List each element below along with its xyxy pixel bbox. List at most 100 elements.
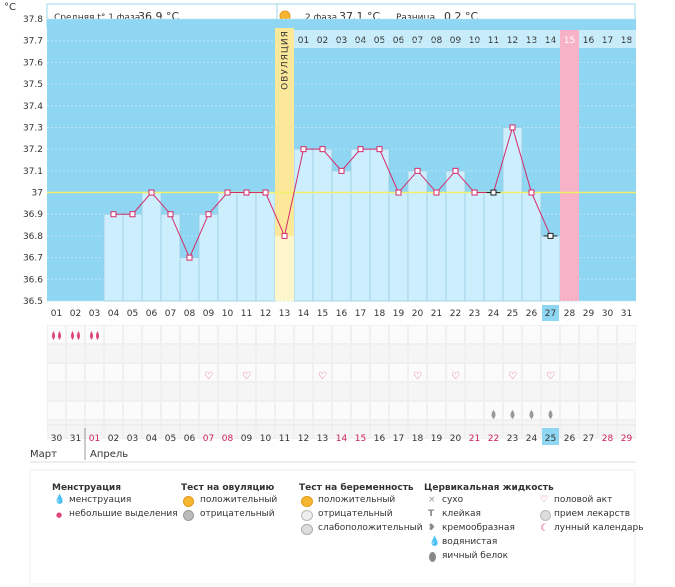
marker-grid-cell — [503, 363, 522, 382]
cycle-day-label: 20 — [412, 309, 424, 319]
marker-grid-cell — [522, 363, 541, 382]
cycle-day-label: 08 — [184, 309, 196, 319]
watery-drop-icon — [510, 410, 515, 419]
temperature-bar — [369, 148, 390, 302]
legend-fluid-dry: сухо — [442, 495, 464, 505]
date-label: 11 — [279, 434, 290, 444]
y-tick-label: 37.2 — [23, 145, 43, 155]
cycle-day-label: 21 — [431, 309, 442, 319]
marker-grid-cell — [237, 382, 256, 401]
marker-grid-cell — [370, 382, 389, 401]
month-label: Март — [30, 449, 57, 460]
temperature-point — [376, 146, 383, 153]
marker-grid-cell — [617, 325, 636, 344]
temperature-bar — [331, 170, 352, 302]
cycle-day-label: 22 — [450, 309, 461, 319]
legend-medicine: прием лекарств — [554, 509, 631, 519]
date-label: 04 — [146, 434, 158, 444]
cycle-day-label: 31 — [621, 309, 632, 319]
cycle-day-label: 14 — [298, 309, 310, 319]
marker-grid-cell — [161, 344, 180, 363]
marker-grid-cell — [161, 363, 180, 382]
marker-grid-cell — [180, 382, 199, 401]
date-label: 06 — [184, 434, 196, 444]
marker-grid-cell — [541, 363, 560, 382]
legend-ovulation-title: Тест на овуляцию — [181, 483, 275, 493]
marker-grid-cell — [237, 363, 256, 382]
cycle-day-label: 30 — [602, 309, 614, 319]
date-label: 31 — [70, 434, 81, 444]
marker-grid-cell — [598, 344, 617, 363]
temperature-bar — [160, 213, 181, 302]
heart-icon: ♡ — [540, 495, 549, 505]
marker-grid-cell — [617, 382, 636, 401]
temperature-point — [528, 189, 535, 196]
date-label: 14 — [336, 434, 348, 444]
marker-grid-cell — [579, 344, 598, 363]
marker-grid-cell — [218, 344, 237, 363]
legend-sex: половой акт — [554, 495, 613, 505]
marker-grid-cell — [123, 325, 142, 344]
marker-grid-cell — [256, 401, 275, 420]
cycle-day-label: 05 — [127, 309, 138, 319]
date-label: 18 — [412, 434, 424, 444]
legend-fluid-watery: водянистая — [442, 537, 498, 547]
marker-grid-cell — [237, 344, 256, 363]
legend-ovu-negative: отрицательный — [200, 509, 275, 519]
marker-grid-cell — [427, 401, 446, 420]
temperature-bar — [122, 213, 143, 302]
y-unit-label: °C — [4, 2, 16, 13]
marker-grid-cell — [47, 401, 66, 420]
marker-grid-cell — [66, 401, 85, 420]
luteal-day-label: 02 — [317, 36, 328, 46]
marker-grid-cell — [370, 401, 389, 420]
menstruation-drop-icon — [71, 331, 74, 340]
marker-grid-cell — [275, 344, 294, 363]
marker-grid-cell — [104, 325, 123, 344]
marker-grid-cell — [522, 382, 541, 401]
cycle-day-label: 17 — [355, 309, 366, 319]
marker-grid-cell — [313, 363, 332, 382]
menstruation-drop-icon — [90, 331, 93, 340]
marker-grid-cell — [85, 382, 104, 401]
temperature-point — [243, 189, 250, 196]
cycle-day-label: 24 — [488, 309, 500, 319]
date-label: 22 — [488, 434, 499, 444]
temperature-bar — [103, 213, 124, 302]
marker-grid-cell — [85, 344, 104, 363]
marker-grid-cell — [142, 363, 161, 382]
marker-grid-cell — [142, 382, 161, 401]
pregnancy-positive-icon — [301, 496, 313, 507]
marker-grid-cell — [617, 363, 636, 382]
menstruation-drop-icon — [77, 331, 80, 340]
marker-grid-cell — [161, 325, 180, 344]
temperature-point — [338, 167, 345, 174]
cycle-day-label: 18 — [374, 309, 386, 319]
marker-grid-cell — [503, 325, 522, 344]
luteal-day-label: 14 — [545, 36, 557, 46]
cycle-day-label: 07 — [165, 309, 176, 319]
marker-grid-cell — [275, 325, 294, 344]
temperature-point — [433, 189, 440, 196]
luteal-day-row — [294, 30, 636, 48]
marker-grid-cell — [617, 401, 636, 420]
marker-grid-cell — [446, 363, 465, 382]
marker-grid-cell — [180, 363, 199, 382]
date-label: 15 — [355, 434, 366, 444]
cycle-day-label: 10 — [222, 309, 234, 319]
cycle-day-label: 19 — [393, 309, 405, 319]
marker-grid-cell — [389, 344, 408, 363]
date-label: 13 — [317, 434, 328, 444]
marker-grid-cell — [104, 382, 123, 401]
marker-grid-cell — [47, 382, 66, 401]
heart-icon: ♡ — [546, 371, 555, 382]
luteal-day-label: 18 — [621, 36, 633, 46]
cycle-day-label: 25 — [507, 309, 518, 319]
marker-grid-cell — [484, 325, 503, 344]
date-label: 27 — [583, 434, 594, 444]
date-label: 02 — [108, 434, 119, 444]
legend-frame — [29, 469, 636, 585]
cycle-day-label: 12 — [260, 309, 271, 319]
temperature-bar — [483, 192, 504, 302]
moon-icon: ☾ — [540, 523, 549, 534]
